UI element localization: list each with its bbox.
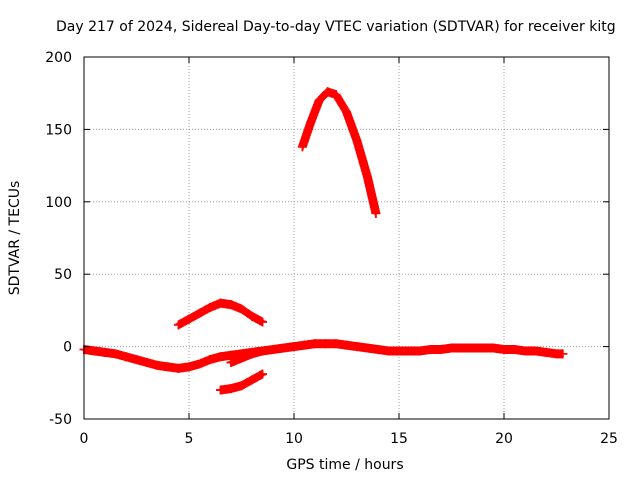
data-point — [405, 346, 414, 356]
x-axis-label: GPS time / hours — [286, 457, 403, 473]
data-point — [258, 317, 267, 327]
data-point — [300, 340, 309, 350]
x-tick-label: 0 — [80, 431, 89, 447]
data-point — [468, 343, 477, 353]
data-point — [352, 342, 362, 352]
data-point — [205, 355, 215, 365]
data-point — [268, 344, 278, 354]
data-point — [247, 311, 257, 321]
y-tick-label: 100 — [45, 195, 72, 211]
data-point — [531, 346, 540, 356]
data-point — [279, 343, 288, 353]
data-point — [174, 320, 183, 330]
data-point — [216, 385, 225, 395]
x-tick-label: 25 — [600, 431, 618, 447]
data-point — [237, 304, 246, 314]
data-point — [121, 352, 131, 362]
data-point — [457, 343, 467, 353]
data-point — [163, 362, 173, 372]
data-point — [363, 172, 372, 182]
data-point — [174, 363, 183, 373]
data-point — [153, 360, 162, 370]
data-point — [331, 339, 341, 349]
data-point — [195, 308, 204, 318]
series-satellite-arc-low — [216, 369, 267, 395]
y-tick-label: 50 — [54, 267, 72, 283]
data-point — [142, 358, 152, 368]
data-point — [352, 136, 362, 146]
data-point — [321, 339, 330, 349]
data-point — [394, 346, 404, 356]
data-point — [363, 343, 372, 353]
x-tick-label: 20 — [495, 431, 513, 447]
data-point — [499, 344, 509, 354]
data-point — [310, 339, 320, 349]
plot-frame — [83, 56, 610, 420]
data-point — [520, 346, 530, 356]
y-tick-label: 0 — [63, 340, 72, 356]
data-point — [415, 346, 425, 356]
series-satellite-arc-mid — [174, 298, 267, 330]
data-point — [247, 375, 257, 385]
data-point — [314, 95, 324, 105]
data-point — [342, 340, 351, 350]
x-tick-label: 10 — [285, 431, 303, 447]
data-point — [226, 358, 236, 368]
data-point — [489, 343, 498, 353]
data-point — [289, 342, 299, 352]
data-point — [306, 117, 316, 127]
data-point — [237, 381, 246, 391]
data-point — [237, 353, 246, 363]
data-point — [331, 90, 341, 100]
x-tick-label: 5 — [185, 431, 194, 447]
data-point — [258, 369, 267, 379]
data-point — [111, 349, 120, 359]
data-point — [297, 142, 307, 152]
data-point — [195, 359, 204, 369]
series-layer — [79, 87, 568, 395]
x-tick-label: 15 — [390, 431, 408, 447]
data-point — [342, 107, 351, 117]
series-satellite-arc-main — [79, 339, 568, 373]
series-markers — [297, 87, 381, 218]
data-point — [373, 344, 383, 354]
grid — [84, 57, 609, 419]
data-point — [216, 298, 225, 308]
data-point — [447, 343, 456, 353]
data-point — [371, 208, 381, 218]
y-tick-label: 150 — [45, 122, 72, 138]
data-point — [132, 355, 141, 365]
data-point — [384, 346, 393, 356]
series-satellite-arc-short — [226, 346, 267, 368]
data-point — [216, 352, 225, 362]
data-point — [258, 346, 267, 356]
data-point — [426, 344, 435, 354]
chart-title: Day 217 of 2024, Sidereal Day-to-day VTE… — [56, 19, 616, 35]
series-satellite-arc-peak — [297, 87, 381, 218]
y-axis-label: SDTVAR / TECUs — [7, 181, 23, 296]
y-tick-label: -50 — [49, 412, 72, 428]
data-point — [184, 362, 194, 372]
data-point — [247, 349, 257, 359]
data-point — [100, 347, 110, 357]
data-point — [205, 303, 215, 313]
data-point — [541, 347, 551, 357]
y-tick-label: 200 — [45, 50, 72, 66]
tick-layer: 0 5 10 15 20 25 -50 0 50 100 150 200 — [45, 50, 618, 447]
data-point — [226, 300, 236, 310]
data-point — [226, 384, 236, 394]
data-point — [558, 349, 568, 359]
data-point — [478, 343, 488, 353]
data-point — [510, 344, 519, 354]
data-point — [436, 344, 446, 354]
data-point — [323, 87, 333, 97]
data-point — [184, 314, 194, 324]
data-point — [90, 346, 99, 356]
